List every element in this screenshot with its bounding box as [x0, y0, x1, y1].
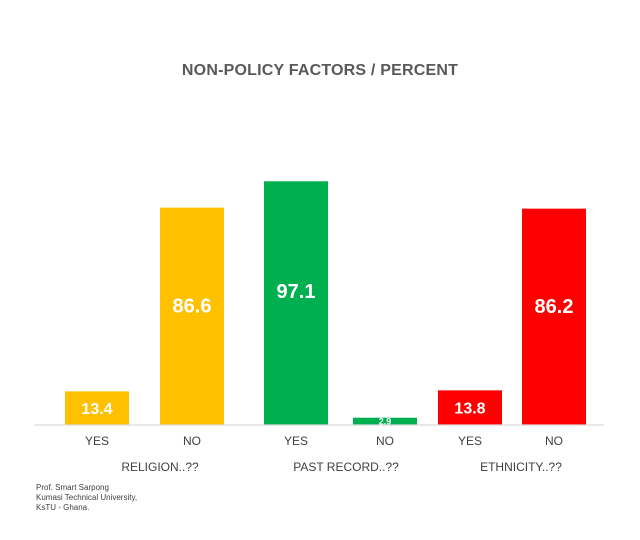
group-label: PAST RECORD..??: [293, 460, 399, 474]
group-label: RELIGION..??: [121, 460, 199, 474]
data-label: 86.2: [535, 296, 574, 318]
bar-2-no: [353, 417, 417, 425]
category-tick-label: NO: [376, 434, 394, 448]
credit-location: KsTU - Ghana.: [36, 503, 90, 512]
bar-3-no: [522, 208, 586, 425]
category-tick-label: NO: [183, 434, 201, 448]
credit-author: Prof. Smart Sarpong: [36, 483, 109, 492]
category-tick-label: YES: [458, 434, 482, 448]
data-label: 86.6: [173, 296, 212, 318]
data-label: 2.9: [379, 417, 392, 427]
category-tick-label: YES: [284, 434, 308, 448]
data-label: 97.1: [277, 281, 316, 303]
chart-title: NON-POLICY FACTORS / PERCENT: [181, 62, 459, 79]
category-tick-label: NO: [545, 434, 563, 448]
data-label: 13.8: [454, 400, 485, 417]
bar-1-no: [160, 207, 224, 425]
group-label: ETHNICITY..??: [480, 460, 562, 474]
bar-2-yes: [264, 181, 328, 425]
data-label: 13.4: [81, 401, 112, 418]
bar-1-yes: [65, 391, 129, 425]
credit-university: Kumasi Technical University,: [36, 493, 138, 502]
category-tick-label: YES: [85, 434, 109, 448]
credit-note: Prof. Smart Sarpong Kumasi Technical Uni…: [36, 483, 137, 513]
bar-3-yes: [438, 390, 502, 425]
